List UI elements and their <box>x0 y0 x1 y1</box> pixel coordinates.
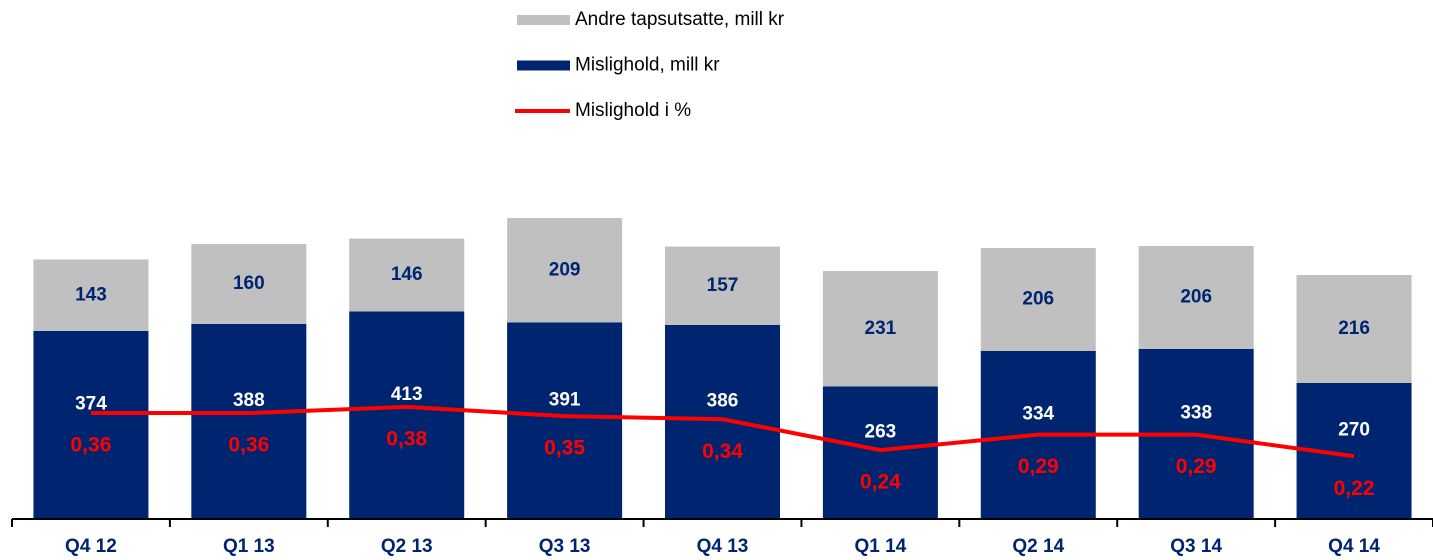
legend-swatch <box>517 60 570 71</box>
bar-segment <box>665 246 780 325</box>
legend-label: Andre tapsutsatte, mill kr <box>575 9 785 30</box>
data-label: 0,24 <box>860 471 901 494</box>
bar-segment <box>665 325 780 518</box>
data-label: 0,34 <box>702 440 743 463</box>
bar-segment <box>822 386 938 518</box>
data-label: 388 <box>233 390 265 411</box>
data-label: 206 <box>1180 287 1212 308</box>
data-label: 374 <box>75 394 107 415</box>
x-tick-label: Q4 13 <box>697 536 749 557</box>
data-label: 0,22 <box>1334 477 1375 500</box>
data-label: 209 <box>549 259 581 280</box>
data-label: 413 <box>391 384 423 405</box>
x-tick-label: Q1 13 <box>223 536 275 557</box>
bar-segment <box>507 322 623 518</box>
line <box>90 404 1355 459</box>
bar-segment <box>33 331 149 518</box>
bar-segment <box>980 248 1096 351</box>
data-label: 0,36 <box>71 434 112 457</box>
data-label: 157 <box>707 275 739 296</box>
data-label: 334 <box>1022 404 1054 425</box>
x-tick-label: Q2 13 <box>381 536 433 557</box>
data-label: 391 <box>549 389 581 410</box>
bar-segment <box>822 271 938 387</box>
data-label: 160 <box>233 273 265 294</box>
bar-segment <box>191 324 307 518</box>
data-label: 0,29 <box>1176 455 1217 478</box>
bar-segment <box>1296 275 1412 383</box>
data-label: 386 <box>707 391 739 412</box>
data-label: 263 <box>865 421 897 442</box>
bar-segment <box>507 218 623 323</box>
data-label: 216 <box>1338 318 1370 339</box>
data-label: 206 <box>1022 289 1054 310</box>
legend-label: Mislighold, mill kr <box>575 55 720 76</box>
legend-label: Mislighold i % <box>575 100 691 121</box>
data-label: 270 <box>1338 420 1370 441</box>
x-tick-label: Q3 14 <box>1170 536 1222 557</box>
x-tick-label: Q1 14 <box>855 536 907 557</box>
bar-segment <box>349 238 465 312</box>
data-label: 0,29 <box>1018 455 1059 478</box>
x-tick-label: Q4 12 <box>65 536 117 557</box>
bar-segment <box>33 259 149 331</box>
data-label: 0,36 <box>228 434 269 457</box>
legend-swatch <box>517 15 570 25</box>
bar-segment <box>1138 246 1254 349</box>
data-label: 338 <box>1180 403 1212 424</box>
bar-segment <box>191 244 307 324</box>
data-label: 143 <box>75 284 107 305</box>
x-tick-label: Q3 13 <box>539 536 591 557</box>
bar-segment <box>349 311 465 518</box>
data-label: 0,35 <box>544 437 585 460</box>
x-tick-label: Q4 14 <box>1328 536 1380 557</box>
x-tick-label: Q2 14 <box>1012 536 1064 557</box>
data-label: 231 <box>865 318 897 339</box>
data-label: 0,38 <box>386 427 427 450</box>
data-label: 146 <box>391 264 423 285</box>
